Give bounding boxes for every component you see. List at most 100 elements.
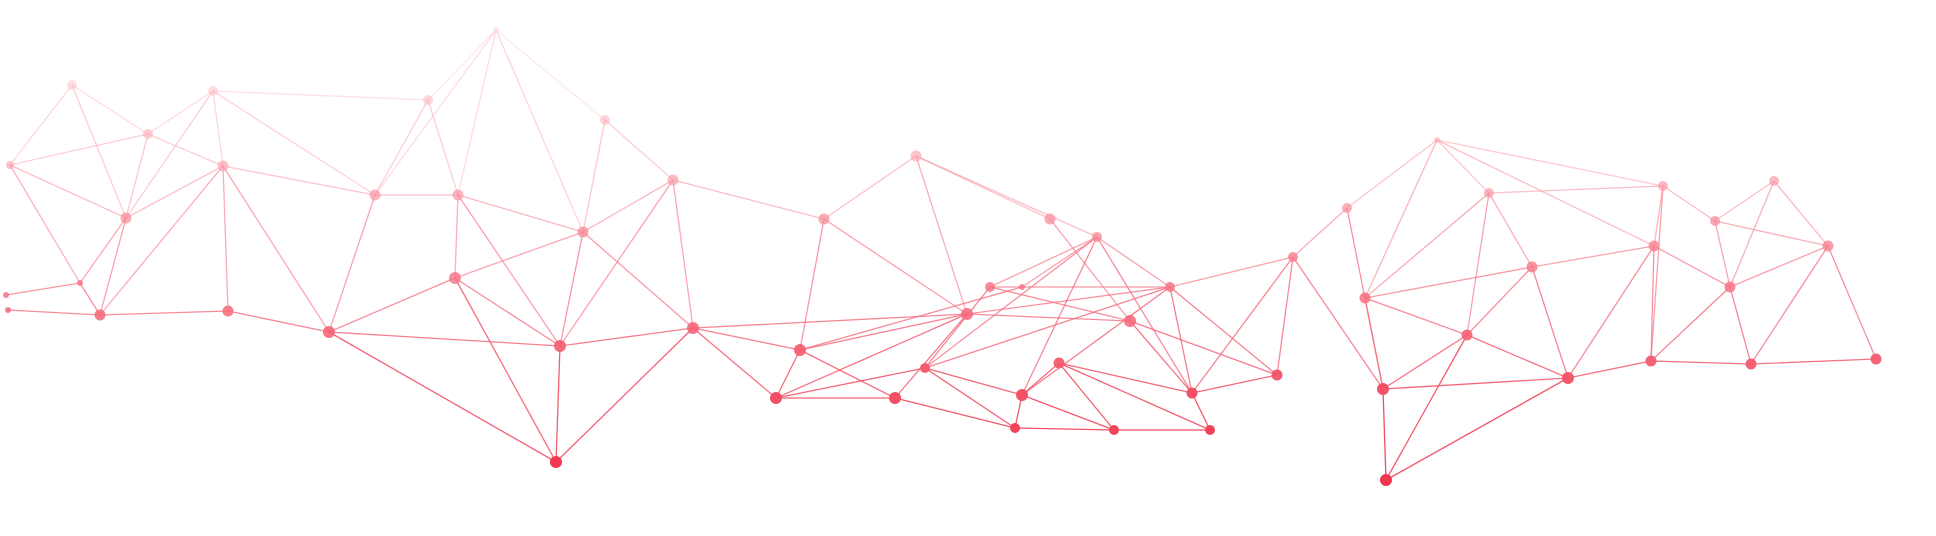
mesh-edge bbox=[147, 133, 224, 167]
mesh-edge bbox=[1436, 139, 1490, 194]
mesh-node bbox=[1092, 232, 1102, 242]
mesh-node bbox=[452, 189, 464, 201]
mesh-edge bbox=[894, 313, 968, 399]
mesh-edge bbox=[672, 179, 825, 220]
mesh-node bbox=[1165, 282, 1175, 292]
mesh-edges bbox=[5, 29, 1877, 481]
mesh-node bbox=[1044, 213, 1056, 225]
mesh-edge bbox=[1058, 362, 1193, 394]
mesh-node bbox=[910, 150, 922, 162]
mesh-node bbox=[1010, 423, 1020, 433]
mesh-edge bbox=[1021, 394, 1115, 431]
mesh-edge bbox=[1650, 185, 1664, 362]
mesh-edge bbox=[71, 84, 149, 135]
mesh-edge bbox=[1714, 220, 1829, 247]
mesh-edge bbox=[454, 277, 557, 463]
mesh-edge bbox=[1382, 334, 1468, 390]
mesh-node bbox=[1526, 261, 1538, 273]
mesh-edge bbox=[328, 277, 456, 333]
mesh-edge bbox=[1567, 360, 1652, 379]
mesh-edge bbox=[374, 29, 497, 196]
mesh-edge bbox=[1021, 236, 1098, 288]
mesh-edge bbox=[604, 119, 674, 181]
mesh-edge bbox=[582, 119, 606, 233]
mesh-edge bbox=[1346, 139, 1438, 209]
mesh-edge bbox=[799, 286, 1023, 351]
mesh-edge bbox=[1129, 320, 1193, 394]
mesh-edge bbox=[1129, 320, 1278, 376]
mesh-edge bbox=[1058, 362, 1211, 431]
mesh-node bbox=[323, 326, 335, 338]
mesh-edge bbox=[924, 286, 1171, 369]
mesh-node bbox=[222, 305, 234, 317]
mesh-node bbox=[1724, 281, 1736, 293]
mesh-edge bbox=[1466, 266, 1533, 336]
mesh-node bbox=[1562, 372, 1574, 384]
mesh-edge bbox=[1169, 286, 1278, 376]
mesh-edge bbox=[1385, 334, 1468, 481]
mesh-edge bbox=[457, 194, 561, 347]
mesh-edge bbox=[1436, 139, 1655, 247]
mesh-edge bbox=[99, 310, 229, 316]
mesh-node bbox=[369, 189, 381, 201]
mesh-edge bbox=[692, 327, 777, 399]
mesh-edge bbox=[79, 282, 101, 316]
mesh-edge bbox=[1714, 220, 1731, 288]
mesh-node bbox=[770, 392, 782, 404]
mesh-edge bbox=[1653, 185, 1664, 247]
mesh-edge bbox=[79, 217, 127, 284]
mesh-node bbox=[94, 309, 106, 321]
mesh-node bbox=[208, 86, 218, 96]
mesh-edge bbox=[989, 286, 1131, 322]
mesh-node bbox=[6, 161, 14, 169]
mesh-node bbox=[449, 272, 461, 284]
mesh-edge bbox=[454, 277, 561, 347]
mesh-edge bbox=[582, 231, 694, 329]
mesh-edge bbox=[1488, 192, 1533, 268]
mesh-edge bbox=[1191, 374, 1278, 394]
mesh-edge bbox=[328, 194, 376, 333]
mesh-edge bbox=[1385, 377, 1569, 481]
mesh-edge bbox=[1021, 362, 1060, 396]
mesh-edge bbox=[924, 236, 1098, 369]
mesh-node bbox=[493, 27, 499, 33]
mesh-edge bbox=[559, 179, 674, 347]
mesh-edge bbox=[1191, 392, 1211, 431]
mesh-node bbox=[1016, 389, 1028, 401]
mesh-edge bbox=[1729, 180, 1775, 288]
mesh-edge bbox=[1729, 245, 1829, 288]
mesh-edge bbox=[212, 90, 429, 101]
mesh-node bbox=[1205, 425, 1215, 435]
mesh-edge bbox=[823, 218, 968, 315]
mesh-node bbox=[1271, 369, 1283, 381]
mesh-node bbox=[1124, 315, 1136, 327]
mesh-edge bbox=[799, 349, 896, 399]
mesh-node bbox=[1342, 203, 1352, 213]
mesh-edge bbox=[5, 282, 81, 296]
mesh-edge bbox=[1169, 256, 1294, 288]
mesh-node bbox=[794, 344, 806, 356]
mesh-edge bbox=[692, 313, 968, 329]
mesh-edge bbox=[125, 133, 149, 219]
mesh-edge bbox=[328, 331, 557, 463]
mesh-edge bbox=[823, 155, 917, 220]
mesh-node bbox=[67, 80, 77, 90]
mesh-edge bbox=[1276, 256, 1294, 376]
mesh-edge bbox=[989, 236, 1098, 288]
mesh-edge bbox=[1364, 192, 1490, 299]
mesh-edge bbox=[212, 90, 376, 196]
mesh-edge bbox=[692, 327, 801, 351]
mesh-edge bbox=[672, 179, 694, 329]
mesh-node bbox=[818, 213, 830, 225]
mesh-edge bbox=[775, 313, 968, 399]
mesh-node bbox=[1769, 176, 1779, 186]
mesh-node bbox=[577, 226, 589, 238]
mesh-node bbox=[1359, 292, 1371, 304]
mesh-edge bbox=[1488, 185, 1664, 194]
mesh-edge bbox=[894, 397, 1016, 429]
mesh-edge bbox=[495, 29, 584, 233]
mesh-edge bbox=[1014, 427, 1115, 431]
mesh-node bbox=[1822, 240, 1834, 252]
mesh-edge bbox=[1650, 286, 1731, 362]
